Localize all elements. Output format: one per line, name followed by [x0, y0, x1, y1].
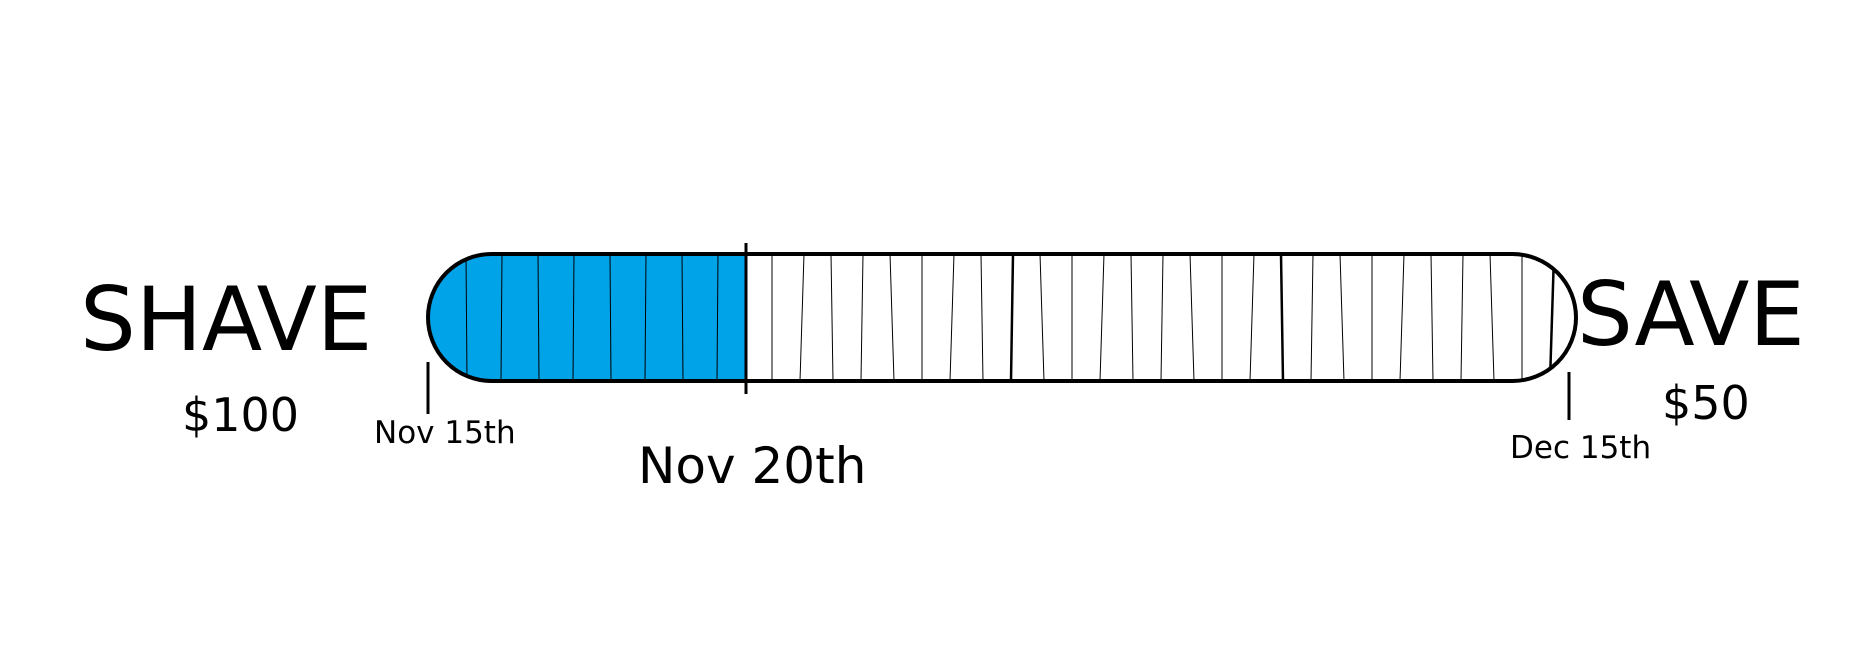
- segment-divider: [1339, 254, 1345, 381]
- segment-divider: [1399, 254, 1405, 381]
- segment-divider: [1489, 254, 1495, 381]
- timeline-outline: [426, 252, 1578, 383]
- segment-divider: [1009, 254, 1015, 381]
- segment-divider: [949, 254, 955, 381]
- segment-divider: [980, 254, 984, 381]
- segment-divider: [465, 254, 468, 381]
- timeline-filled-progress: [428, 254, 746, 381]
- segment-divider: [1548, 254, 1556, 381]
- segment-divider: [1460, 254, 1464, 381]
- segment-divider: [1430, 254, 1434, 381]
- save-label: SAVE: [1577, 263, 1805, 366]
- segment-divider: [1189, 254, 1195, 381]
- segment-divider: [1279, 254, 1285, 381]
- segment-divider: [537, 254, 540, 381]
- shave-amount: $100: [182, 388, 300, 442]
- segment-divider: [500, 254, 503, 381]
- marker-date-label: Nov 20th: [638, 437, 867, 495]
- segment-divider: [1249, 254, 1255, 381]
- segment-divider: [1039, 254, 1045, 381]
- segment-divider: [1160, 254, 1164, 381]
- end-date-label: Dec 15th: [1510, 430, 1652, 466]
- segment-divider: [609, 254, 612, 381]
- segment-divider: [644, 254, 647, 381]
- start-date-label: Nov 15th: [374, 415, 516, 451]
- segment-divider: [799, 254, 805, 381]
- save-amount: $50: [1662, 376, 1750, 430]
- segment-divider: [681, 254, 684, 381]
- segment-divider: [860, 254, 864, 381]
- segment-divider: [889, 254, 895, 381]
- segment-divider: [716, 254, 719, 381]
- segment-divider: [1130, 254, 1134, 381]
- shave-label: SHAVE: [80, 268, 373, 371]
- segment-divider: [572, 254, 575, 381]
- segment-divider: [1310, 254, 1314, 381]
- segment-divider: [830, 254, 834, 381]
- segment-divider: [1099, 254, 1105, 381]
